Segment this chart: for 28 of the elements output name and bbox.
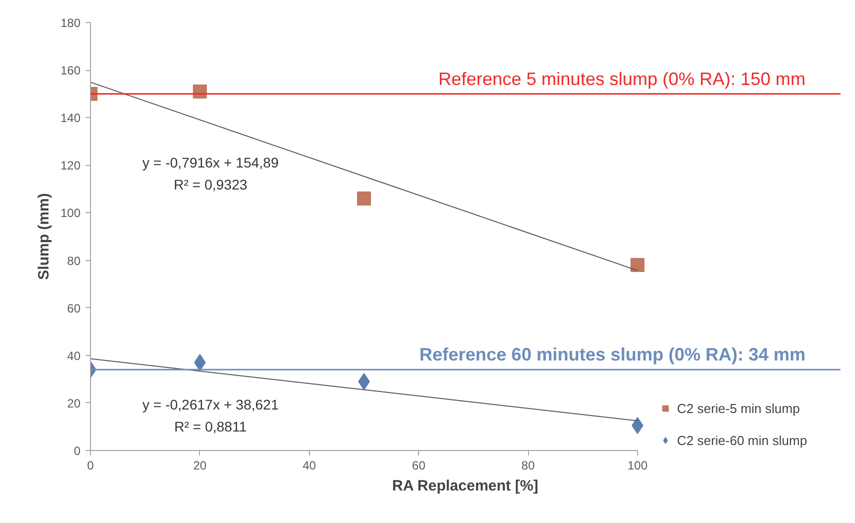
annotation: R² = 0,8811 — [174, 418, 247, 434]
x-tick-label: 80 — [521, 458, 536, 472]
y-axis-title: Slump (mm) — [35, 193, 52, 280]
x-tick-label: 0 — [87, 458, 94, 472]
legend-label: C2 serie-5 min slump — [677, 400, 800, 416]
y-tick-label: 20 — [67, 396, 81, 410]
point — [357, 191, 371, 206]
point — [630, 258, 644, 272]
y-tick-label: 160 — [60, 64, 81, 78]
annotation: R² = 0,9323 — [174, 176, 248, 192]
x-tick-label: 100 — [627, 458, 648, 472]
annotation: y = -0,2617x + 38,621 — [142, 396, 279, 412]
ref-line-label: Reference 60 minutes slump (0% RA): 34 mm — [419, 344, 806, 365]
y-tick-label: 40 — [67, 348, 81, 363]
x-tick-label: 20 — [193, 458, 207, 472]
y-tick-label: 140 — [60, 111, 81, 126]
x-tick-label: 60 — [412, 458, 426, 472]
y-tick-label: 0 — [74, 444, 81, 458]
y-tick-label: 80 — [67, 254, 81, 268]
y-tick-label: 100 — [60, 206, 81, 220]
y-tick-label: 120 — [60, 158, 81, 173]
y-tick-label: 60 — [67, 301, 81, 316]
ref-line-label: Reference 5 minutes slump (0% RA): 150 mm — [438, 68, 806, 89]
x-axis-title: RA Replacement [%] — [392, 478, 538, 494]
x-tick-label: 40 — [302, 458, 316, 472]
y-tick-label: 180 — [60, 16, 81, 30]
legend-label: C2 serie-60 min slump — [677, 432, 808, 448]
annotation: y = -0,7916x + 154,89 — [142, 154, 279, 170]
